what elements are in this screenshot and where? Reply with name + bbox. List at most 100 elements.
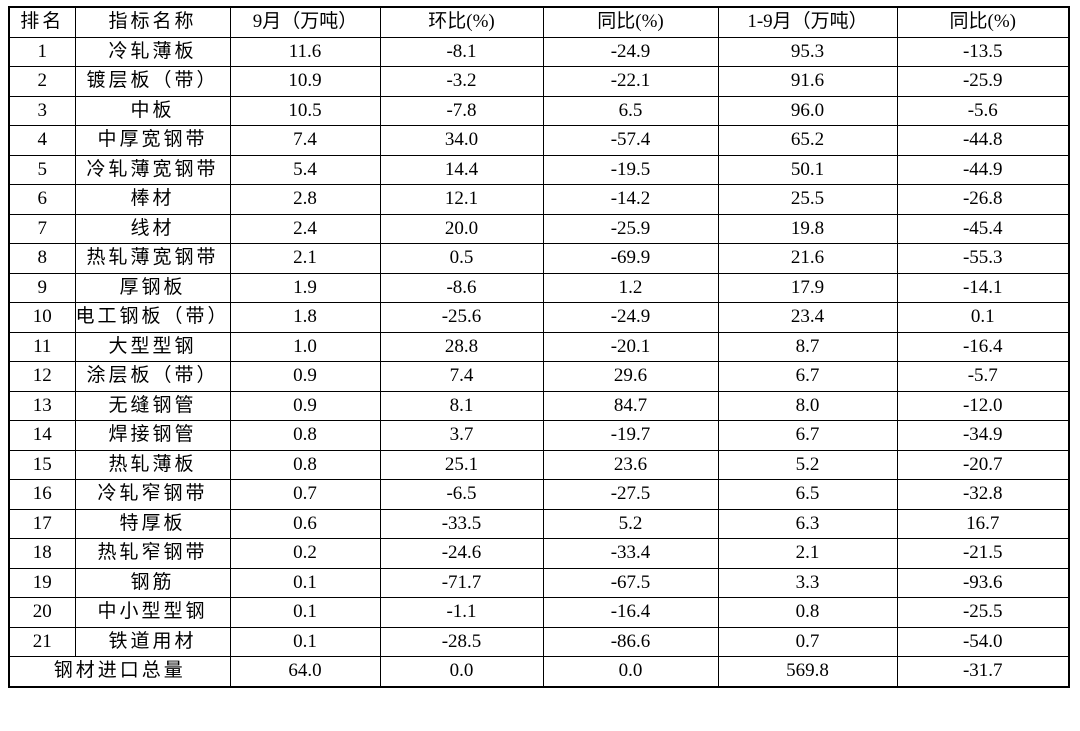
value-cell: 8.7 — [717, 331, 898, 362]
steel-import-table: 排名 指标名称 9月（万吨） 环比(%) 同比(%) 1-9月（万吨） 同比(%) 1 冷轧薄… — [8, 6, 1071, 688]
value-cell: -71.7 — [379, 567, 544, 598]
value-cell: 0.6 — [229, 508, 381, 539]
value-cell: 21.6 — [717, 243, 898, 274]
value-cell: 28.8 — [379, 331, 544, 362]
value-cell: 1.8 — [229, 302, 381, 333]
rank-cell: 21 — [8, 626, 76, 657]
value-cell: 0.7 — [229, 479, 381, 510]
value-cell: -93.6 — [896, 567, 1070, 598]
value-cell: 50.1 — [717, 154, 898, 185]
value-cell: -16.4 — [896, 331, 1070, 362]
table-row: 4 中厚宽钢带 7.4 34.0 -57.4 65.2 -44.8 — [8, 125, 1070, 156]
table-row: 14 焊接钢管 0.8 3.7 -19.7 6.7 -34.9 — [8, 420, 1070, 451]
indicator-name-cell: 冷轧薄板 — [74, 36, 231, 67]
value-cell: -25.9 — [542, 213, 719, 244]
rank-cell: 4 — [8, 125, 76, 156]
table-row: 9 厚钢板 1.9 -8.6 1.2 17.9 -14.1 — [8, 272, 1070, 303]
indicator-name-cell: 钢筋 — [74, 567, 231, 598]
value-cell: 23.4 — [717, 302, 898, 333]
column-header: 1-9月（万吨） — [717, 6, 898, 38]
table-row: 19 钢筋 0.1 -71.7 -67.5 3.3 -93.6 — [8, 567, 1070, 598]
value-cell: 10.9 — [229, 66, 381, 97]
value-cell: 7.4 — [229, 125, 381, 156]
value-cell: -67.5 — [542, 567, 719, 598]
value-cell: -44.8 — [896, 125, 1070, 156]
total-label-cell: 钢材进口总量 — [8, 656, 231, 687]
value-cell: -12.0 — [896, 390, 1070, 421]
indicator-name-cell: 电工钢板（带） — [74, 302, 231, 333]
value-cell: 12.1 — [379, 184, 544, 215]
column-header: 环比(%) — [379, 6, 544, 38]
value-cell: -33.5 — [379, 508, 544, 539]
table-header: 排名 指标名称 9月（万吨） 环比(%) 同比(%) 1-9月（万吨） 同比(%) — [8, 6, 1070, 38]
indicator-name-cell: 大型型钢 — [74, 331, 231, 362]
indicator-name-cell: 中板 — [74, 95, 231, 126]
value-cell: -8.1 — [379, 36, 544, 67]
value-cell: 0.8 — [229, 449, 381, 480]
table-row: 7 线材 2.4 20.0 -25.9 19.8 -45.4 — [8, 213, 1070, 244]
table-row: 16 冷轧窄钢带 0.7 -6.5 -27.5 6.5 -32.8 — [8, 479, 1070, 510]
value-cell: 25.1 — [379, 449, 544, 480]
value-cell: 2.1 — [229, 243, 381, 274]
indicator-name-cell: 热轧薄板 — [74, 449, 231, 480]
value-cell: -32.8 — [896, 479, 1070, 510]
rank-cell: 7 — [8, 213, 76, 244]
value-cell: -20.7 — [896, 449, 1070, 480]
value-cell: -44.9 — [896, 154, 1070, 185]
total-row: 钢材进口总量 64.0 0.0 0.0 569.8 -31.7 — [8, 656, 1070, 687]
value-cell: 2.8 — [229, 184, 381, 215]
column-header: 排名 — [8, 6, 76, 38]
value-cell: -5.7 — [896, 361, 1070, 392]
value-cell: 5.2 — [542, 508, 719, 539]
column-header: 同比(%) — [542, 6, 719, 38]
rank-cell: 2 — [8, 66, 76, 97]
steel-import-table-container: 排名 指标名称 9月（万吨） 环比(%) 同比(%) 1-9月（万吨） 同比(%) 1 冷轧薄… — [8, 6, 1071, 688]
value-cell: -25.6 — [379, 302, 544, 333]
value-cell: 2.4 — [229, 213, 381, 244]
rank-cell: 3 — [8, 95, 76, 126]
value-cell: 8.0 — [717, 390, 898, 421]
table-row: 5 冷轧薄宽钢带 5.4 14.4 -19.5 50.1 -44.9 — [8, 154, 1070, 185]
value-cell: -7.8 — [379, 95, 544, 126]
table-row: 10 电工钢板（带） 1.8 -25.6 -24.9 23.4 0.1 — [8, 302, 1070, 333]
rank-cell: 12 — [8, 361, 76, 392]
value-cell: 7.4 — [379, 361, 544, 392]
total-value-cell: 0.0 — [542, 656, 719, 687]
rank-cell: 20 — [8, 597, 76, 628]
value-cell: 6.7 — [717, 361, 898, 392]
value-cell: 84.7 — [542, 390, 719, 421]
rank-cell: 1 — [8, 36, 76, 67]
value-cell: -86.6 — [542, 626, 719, 657]
value-cell: 3.3 — [717, 567, 898, 598]
value-cell: -34.9 — [896, 420, 1070, 451]
indicator-name-cell: 铁道用材 — [74, 626, 231, 657]
value-cell: 5.2 — [717, 449, 898, 480]
value-cell: -45.4 — [896, 213, 1070, 244]
table-row: 13 无缝钢管 0.9 8.1 84.7 8.0 -12.0 — [8, 390, 1070, 421]
header-row: 排名 指标名称 9月（万吨） 环比(%) 同比(%) 1-9月（万吨） 同比(%) — [8, 6, 1070, 38]
value-cell: 10.5 — [229, 95, 381, 126]
value-cell: 29.6 — [542, 361, 719, 392]
value-cell: -54.0 — [896, 626, 1070, 657]
value-cell: 0.9 — [229, 361, 381, 392]
value-cell: 91.6 — [717, 66, 898, 97]
indicator-name-cell: 冷轧窄钢带 — [74, 479, 231, 510]
value-cell: -28.5 — [379, 626, 544, 657]
table-row: 12 涂层板（带） 0.9 7.4 29.6 6.7 -5.7 — [8, 361, 1070, 392]
value-cell: 19.8 — [717, 213, 898, 244]
value-cell: -19.5 — [542, 154, 719, 185]
value-cell: 0.1 — [896, 302, 1070, 333]
value-cell: 11.6 — [229, 36, 381, 67]
value-cell: 0.9 — [229, 390, 381, 421]
value-cell: 25.5 — [717, 184, 898, 215]
rank-cell: 13 — [8, 390, 76, 421]
rank-cell: 6 — [8, 184, 76, 215]
indicator-name-cell: 厚钢板 — [74, 272, 231, 303]
rank-cell: 18 — [8, 538, 76, 569]
value-cell: -8.6 — [379, 272, 544, 303]
indicator-name-cell: 冷轧薄宽钢带 — [74, 154, 231, 185]
table-row: 21 铁道用材 0.1 -28.5 -86.6 0.7 -54.0 — [8, 626, 1070, 657]
value-cell: -55.3 — [896, 243, 1070, 274]
value-cell: -57.4 — [542, 125, 719, 156]
value-cell: -14.2 — [542, 184, 719, 215]
